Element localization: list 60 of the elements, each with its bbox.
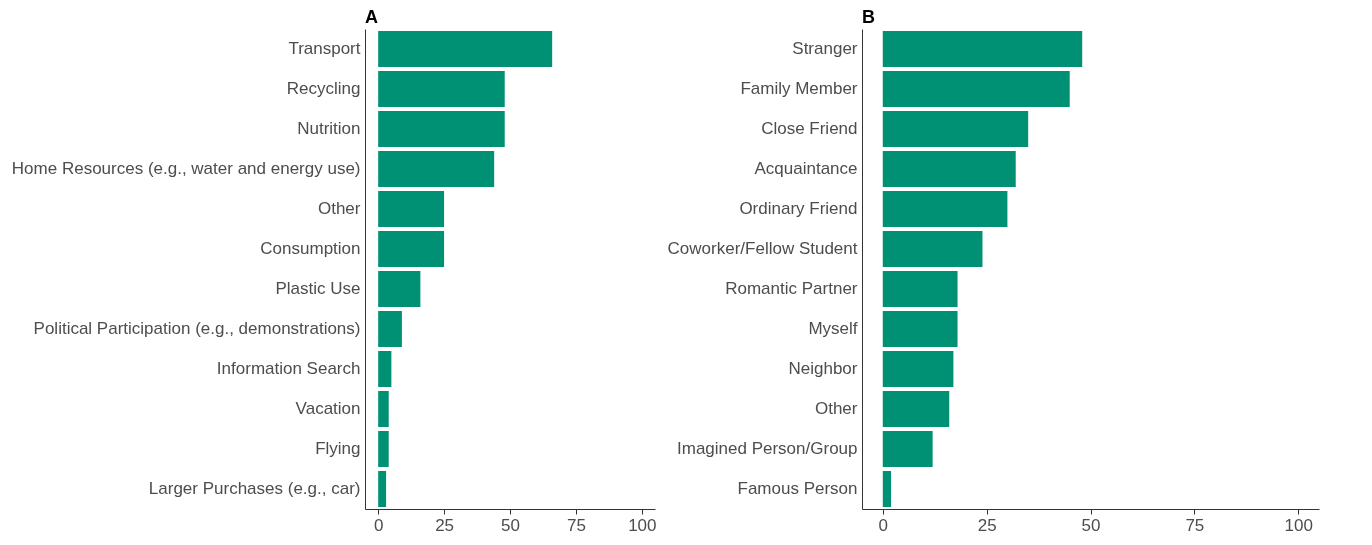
bar xyxy=(378,311,402,347)
bar xyxy=(882,471,892,507)
y-tick-label: Home Resources (e.g., water and energy use) xyxy=(11,159,361,178)
x-tick-label: 0 xyxy=(878,515,889,535)
bar xyxy=(378,351,392,387)
bar xyxy=(882,191,1008,227)
bar xyxy=(882,231,983,267)
bar xyxy=(882,111,1029,147)
bar xyxy=(882,31,1083,67)
bar xyxy=(378,431,389,467)
bar xyxy=(378,71,505,107)
y-tick-label: Larger Purchases (e.g., car) xyxy=(148,479,361,498)
x-tick-label: 25 xyxy=(435,515,455,535)
y-tick-label: Imagined Person/Group xyxy=(677,439,858,458)
y-tick-label: Stranger xyxy=(792,39,858,58)
y-tick-label: Vacation xyxy=(295,399,361,418)
y-tick-label: Transport xyxy=(288,39,361,58)
x-tick-label: 25 xyxy=(977,515,997,535)
y-tick-label: Recycling xyxy=(286,79,361,98)
x-tick-label: 100 xyxy=(628,515,657,535)
y-tick-label: Acquaintance xyxy=(754,159,858,178)
bar xyxy=(378,231,445,267)
y-tick-label: Plastic Use xyxy=(275,279,361,298)
bar xyxy=(882,351,954,387)
y-tick-label: Ordinary Friend xyxy=(739,199,858,218)
y-tick-label: Flying xyxy=(315,439,361,458)
y-tick-label: Neighbor xyxy=(788,359,858,378)
bar xyxy=(378,271,421,307)
y-tick-label: Information Search xyxy=(216,359,361,378)
x-tick-label: 50 xyxy=(1081,515,1101,535)
y-tick-label: Famous Person xyxy=(737,479,858,498)
x-tick-label: 75 xyxy=(566,515,586,535)
bar xyxy=(378,191,445,227)
bar xyxy=(378,471,387,507)
y-tick-label: Consumption xyxy=(260,239,361,258)
bar xyxy=(378,111,505,147)
bar xyxy=(882,311,958,347)
bar xyxy=(378,31,553,67)
bar xyxy=(882,431,933,467)
x-tick-label: 0 xyxy=(373,515,384,535)
x-tick-label: 100 xyxy=(1284,515,1313,535)
y-tick-label: Myself xyxy=(808,319,858,338)
x-tick-label: 50 xyxy=(501,515,520,535)
y-tick-label: Close Friend xyxy=(761,119,858,138)
bar xyxy=(378,391,389,427)
bar xyxy=(882,271,958,307)
y-tick-label: Nutrition xyxy=(297,119,361,138)
bar xyxy=(882,151,1016,187)
y-tick-label: Other xyxy=(317,199,361,218)
bar xyxy=(882,391,950,427)
bar xyxy=(882,71,1070,107)
y-tick-label: Family Member xyxy=(740,79,858,98)
x-tick-label: 75 xyxy=(1185,515,1205,535)
chart-title: A xyxy=(365,7,378,27)
y-tick-label: Romantic Partner xyxy=(725,279,858,298)
chart-title: B xyxy=(862,7,875,27)
y-tick-label: Other xyxy=(814,399,858,418)
y-tick-label: Political Participation (e.g., demonstrations) xyxy=(33,319,361,338)
y-tick-label: Coworker/Fellow Student xyxy=(667,239,858,258)
bar xyxy=(378,151,495,187)
